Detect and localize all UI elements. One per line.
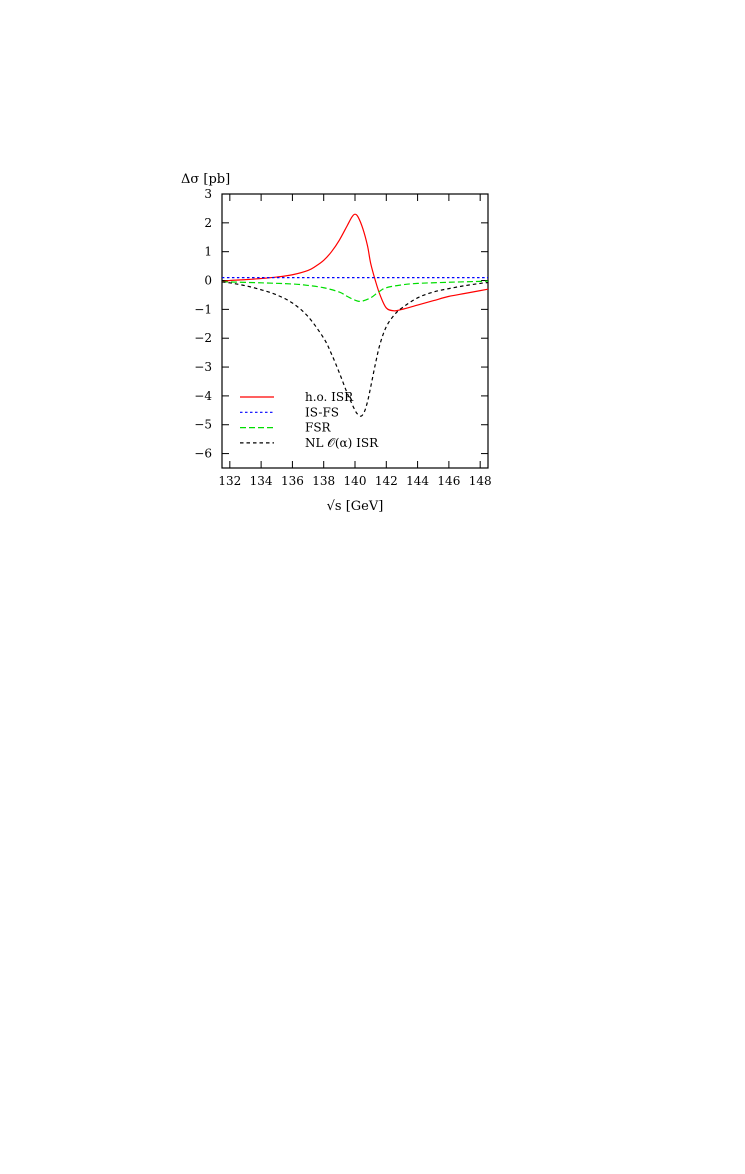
axis-ticks: [222, 193, 488, 468]
y-tick-label: −4: [194, 389, 212, 403]
x-tick-label: 148: [469, 474, 492, 488]
y-tick-label: −5: [194, 418, 212, 432]
tick-labels: 132 134 136 138 140 142 144 146 148 3 2 1 0 −1 −2 −3 −4 −…: [194, 187, 491, 488]
legend-entry-is-fs: IS-FS: [305, 405, 339, 419]
x-tick-label: 144: [406, 474, 429, 488]
series-fsr: [222, 280, 488, 302]
legend-entry-ho-isr: h.o. ISR: [305, 390, 354, 404]
x-tick-label: 136: [281, 474, 304, 488]
y-tick-label: 3: [204, 187, 212, 201]
legend-entry-nl-isr: NL 𝒪(α) ISR: [305, 436, 379, 450]
x-tick-label: 134: [250, 474, 273, 488]
y-tick-label: 0: [204, 274, 212, 288]
y-tick-label: −1: [194, 302, 212, 316]
x-tick-label: 140: [344, 474, 367, 488]
x-tick-label: 146: [437, 474, 460, 488]
y-tick-label: −3: [194, 360, 212, 374]
x-tick-label: 138: [312, 474, 335, 488]
series-ho-isr: [222, 213, 488, 312]
x-axis-label: √s [GeV]: [327, 499, 384, 514]
legend-entry-fsr: FSR: [305, 421, 332, 435]
series-nl-isr: [222, 281, 488, 417]
plot-frame: [221, 193, 489, 469]
y-tick-label: −6: [194, 447, 212, 461]
x-tick-label: 142: [375, 474, 398, 488]
y-tick-label: 2: [204, 216, 212, 230]
y-tick-label: −2: [194, 331, 212, 345]
y-axis-label: Δσ [pb]: [181, 172, 230, 187]
series-lines: [222, 213, 488, 417]
x-tick-label: 132: [218, 474, 241, 488]
y-tick-label: 1: [204, 245, 212, 259]
